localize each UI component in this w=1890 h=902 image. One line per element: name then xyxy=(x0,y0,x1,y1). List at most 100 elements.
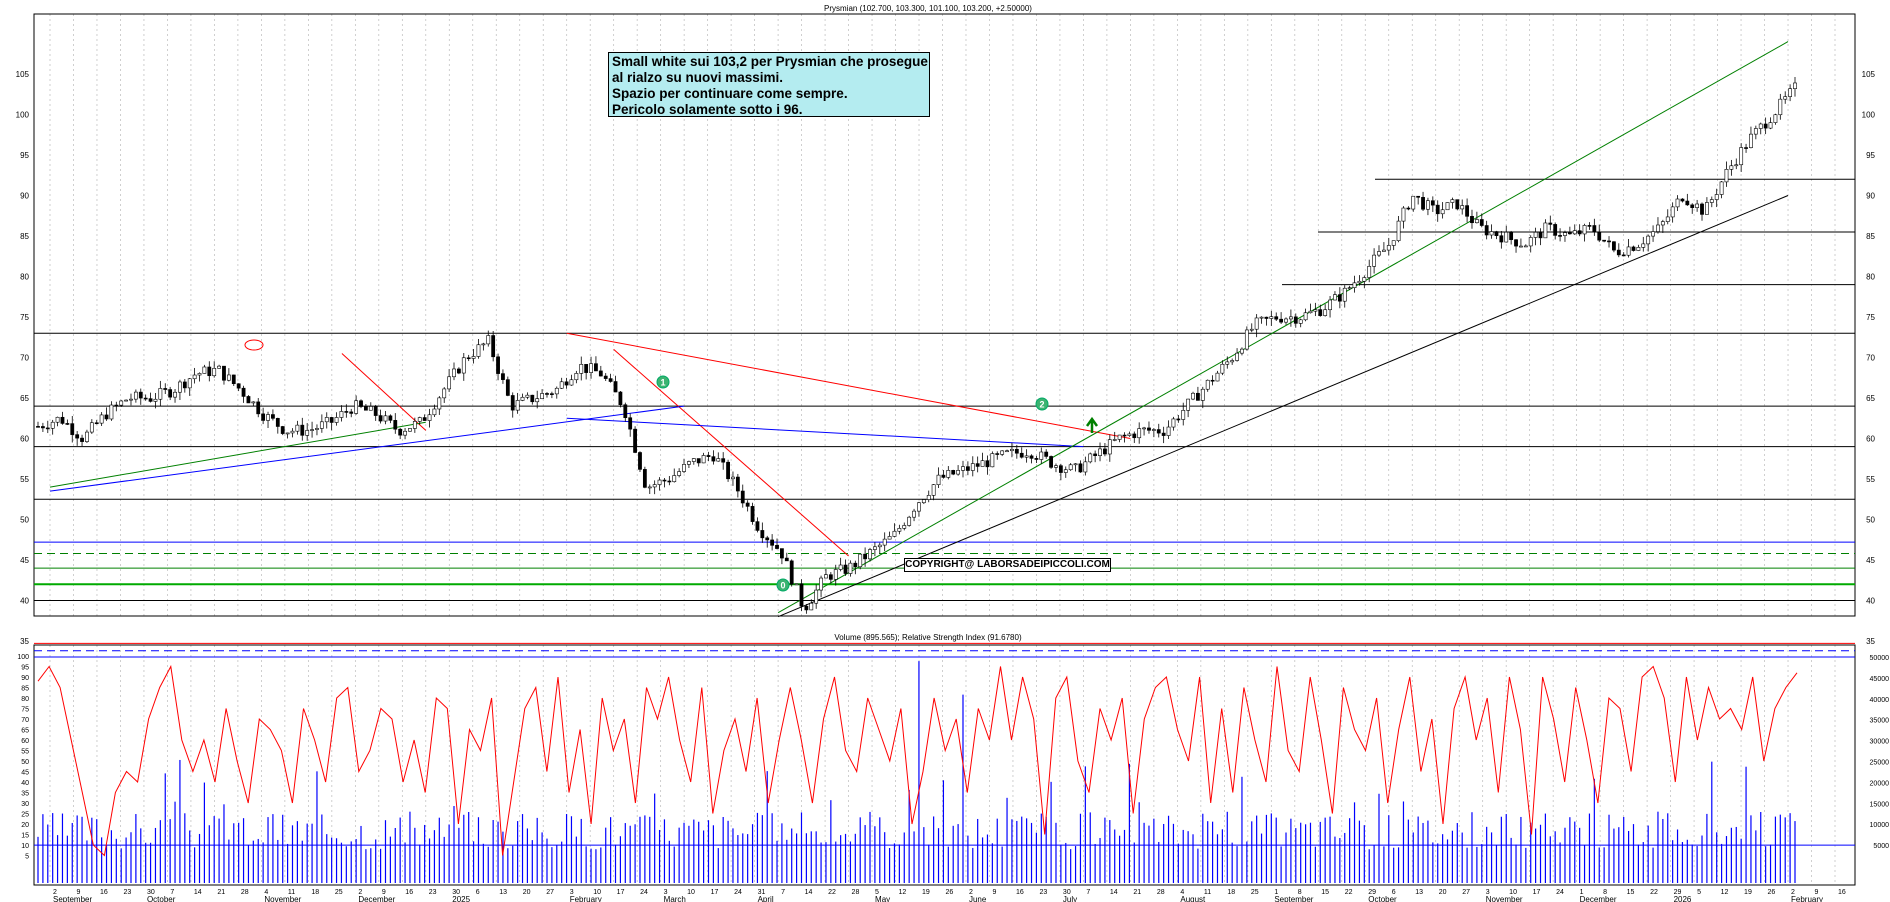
candle-body xyxy=(1665,216,1670,222)
candle-body xyxy=(388,415,393,421)
candle-body xyxy=(1435,204,1440,215)
note-line: Pericolo solamente sotto i 96. xyxy=(612,102,803,117)
candle-body xyxy=(598,370,603,377)
candle-body xyxy=(926,495,931,500)
rsi-tick-label: 35 xyxy=(21,791,29,798)
candle-body xyxy=(1244,329,1249,350)
candle-body xyxy=(1161,432,1166,436)
trendline xyxy=(566,417,1084,448)
y-tick-label-right: 55 xyxy=(1866,475,1875,484)
candle-body xyxy=(667,480,672,483)
candle-body xyxy=(1367,266,1372,278)
trendline xyxy=(341,353,427,431)
x-day-tick: 7 xyxy=(781,889,785,896)
y-tick-label-right: 85 xyxy=(1866,232,1875,241)
x-day-tick: 20 xyxy=(1439,889,1447,896)
candle-body xyxy=(432,408,437,416)
candle-body xyxy=(1176,418,1181,421)
rsi-tick-label: 75 xyxy=(21,707,29,714)
rsi-tick-label: 85 xyxy=(21,686,29,693)
candle-body xyxy=(1773,114,1778,123)
candle-body xyxy=(760,530,765,539)
candle-body xyxy=(422,417,427,421)
candle-body xyxy=(94,422,99,425)
candle-body xyxy=(652,484,657,488)
candle-body xyxy=(594,363,598,372)
candle-body xyxy=(1519,245,1523,248)
candle-body xyxy=(1235,352,1239,361)
candle-body xyxy=(226,374,231,381)
candle-body xyxy=(1460,205,1465,210)
candle-body xyxy=(1685,200,1690,206)
candle-body xyxy=(848,562,853,574)
note-line: Spazio per continuare come sempre. xyxy=(612,86,848,101)
candle-body xyxy=(1230,360,1235,363)
candle-body xyxy=(1558,235,1562,237)
candle-body xyxy=(1328,299,1332,311)
rsi-tick-label: 90 xyxy=(21,675,29,682)
x-day-tick: 7 xyxy=(170,889,174,896)
candle-body xyxy=(1758,123,1763,129)
x-day-tick: 2 xyxy=(1791,889,1795,896)
candle-body xyxy=(1210,379,1215,382)
candle-body xyxy=(256,401,261,415)
candle-body xyxy=(716,458,721,462)
candle-body xyxy=(921,499,926,504)
candle-body xyxy=(1362,277,1367,282)
candle-body xyxy=(1205,379,1210,390)
x-day-tick: 4 xyxy=(264,889,268,896)
rsi-tick-label: 80 xyxy=(21,696,29,703)
candle-body xyxy=(1411,195,1416,210)
candle-body xyxy=(398,428,403,436)
rsi-line xyxy=(37,664,1798,857)
candle-body xyxy=(329,417,334,423)
candle-body xyxy=(877,544,882,548)
price-panel-frame xyxy=(33,13,1856,617)
candle-body xyxy=(354,400,359,414)
candle-body xyxy=(36,426,40,428)
candle-body xyxy=(1567,232,1572,235)
candle-body xyxy=(961,466,965,471)
x-month-label: 2026 xyxy=(1674,895,1692,902)
candle-body xyxy=(1646,235,1651,245)
candle-body xyxy=(1768,122,1773,129)
marker-label: 0 xyxy=(780,581,785,591)
candle-body xyxy=(383,415,388,422)
x-day-tick: 10 xyxy=(687,889,695,896)
y-tick-label-right: 80 xyxy=(1866,273,1875,282)
x-month-label: October xyxy=(1368,895,1397,902)
candle-body xyxy=(261,413,266,421)
candle-body xyxy=(794,583,799,586)
candle-body xyxy=(1337,294,1342,302)
candle-body xyxy=(1342,287,1347,302)
candle-body xyxy=(1014,448,1019,454)
candle-body xyxy=(540,393,544,399)
x-day-tick: 24 xyxy=(734,889,742,896)
rsi-tick-label: 5 xyxy=(25,854,29,861)
candle-body xyxy=(246,396,251,404)
x-day-tick: 7 xyxy=(1086,889,1090,896)
volume-tick-label: 50000 xyxy=(1870,655,1890,662)
candle-body xyxy=(1171,418,1176,428)
y-tick-label-left: 85 xyxy=(20,232,29,241)
candle-body xyxy=(40,426,45,429)
candle-body xyxy=(1479,219,1484,226)
x-month-label: October xyxy=(147,895,176,902)
x-day-tick: 22 xyxy=(1345,889,1353,896)
candle-body xyxy=(613,381,618,393)
candle-body xyxy=(231,374,236,385)
indicator-panel-frame xyxy=(33,644,1856,886)
y-tick-label-right: 40 xyxy=(1866,597,1875,606)
x-day-tick: 6 xyxy=(1392,889,1396,896)
x-day-tick: 26 xyxy=(1768,889,1776,896)
candle-body xyxy=(1068,464,1073,471)
trendline xyxy=(613,349,849,557)
candle-body xyxy=(1220,363,1225,374)
candle-body xyxy=(1279,318,1284,323)
y-tick-label-left: 80 xyxy=(20,273,29,282)
highlight-ellipse xyxy=(244,339,264,351)
candle-body xyxy=(1156,429,1161,434)
candle-body xyxy=(1298,319,1303,324)
candle-body xyxy=(745,502,750,507)
